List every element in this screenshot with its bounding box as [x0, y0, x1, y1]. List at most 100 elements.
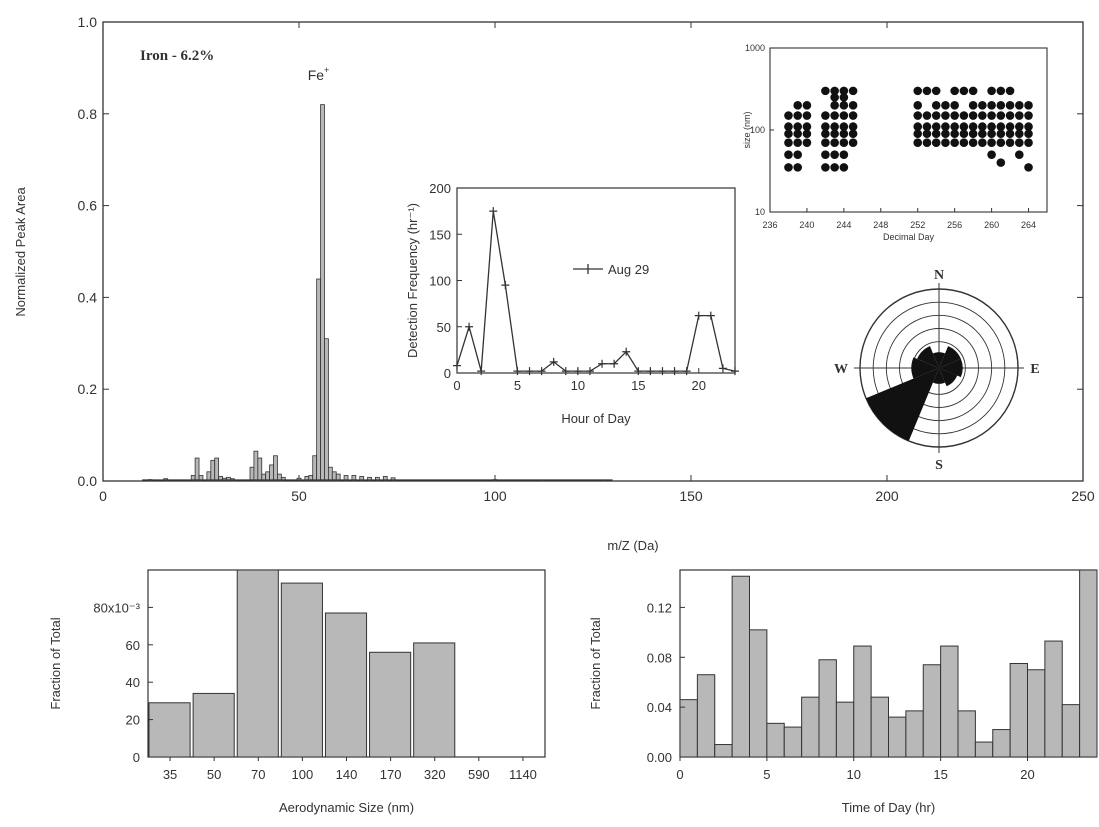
y-tick-label: 0: [444, 366, 451, 381]
rose-sector-sw: [866, 368, 939, 441]
y-tick-label: 0.12: [647, 600, 672, 615]
data-point: [573, 367, 582, 376]
fe-annotation: Fe+: [308, 65, 330, 83]
spectrum-bar: [351, 475, 357, 482]
time-of-day-chart: 0 5 10 15 20 0.00 0.04 0.08 0.12 Time of Day (hr)…: [588, 569, 1098, 815]
scatter-point: [1005, 122, 1015, 131]
x-tick-label: 200: [875, 488, 899, 504]
hour-bar: [766, 722, 785, 758]
y-axis-title: size (nm): [742, 111, 752, 148]
scatter-point: [931, 111, 941, 120]
y-axis-title: Fraction of Total: [588, 617, 603, 709]
y-tick-label: 150: [429, 227, 451, 242]
scatter-point: [830, 163, 839, 172]
y-tick-label: 40: [126, 675, 140, 690]
x-tick-label: 1140: [509, 767, 537, 782]
rose-sector-n: [932, 352, 946, 368]
hour-bar: [679, 699, 698, 758]
scatter-point: [830, 138, 839, 148]
spectrum-bar: [382, 476, 388, 482]
scatter-point: [830, 86, 839, 96]
hour-bar: [974, 741, 994, 758]
scatter-point: [913, 86, 923, 96]
y-tick-label: 100: [429, 274, 451, 289]
x-tick-label: 260: [984, 220, 999, 230]
data-point: [513, 367, 522, 376]
scatter-point: [1005, 86, 1015, 96]
scatter-point: [996, 158, 1006, 167]
scatter-point: [978, 101, 987, 110]
size-bar: [413, 642, 456, 758]
scatter-point: [784, 111, 793, 120]
hour-bar: [783, 726, 803, 758]
spectrum-bar: [198, 475, 204, 482]
x-tick-label: 248: [873, 220, 888, 230]
hour-bar: [888, 716, 907, 758]
scatter-point: [950, 86, 959, 96]
hour-bar: [1009, 663, 1028, 758]
rose-sector-w: [911, 357, 939, 379]
hour-bar: [835, 701, 855, 758]
scatter-point: [950, 122, 959, 131]
scatter-point: [987, 111, 996, 120]
data-point: [670, 367, 679, 376]
scatter-point: [978, 138, 987, 148]
y-tick-label: 0.8: [78, 106, 98, 122]
data-point: [658, 367, 667, 376]
scatter-point: [978, 122, 987, 131]
data-point: [731, 367, 739, 376]
scatter-point: [784, 150, 793, 159]
x-tick-label: 20: [692, 378, 706, 393]
scatter-point: [1024, 129, 1033, 139]
data-point: [537, 367, 546, 376]
y-tick-label: 0.4: [78, 289, 98, 305]
spectrum-bar: [367, 476, 372, 482]
y-tick-label: 20: [126, 713, 140, 728]
scatter-point: [950, 138, 959, 148]
spectrum-bar: [214, 457, 220, 482]
data-point: [718, 364, 727, 373]
data-point: [501, 281, 510, 290]
x-tick-label: 20: [1020, 767, 1034, 782]
scatter-point: [987, 150, 996, 159]
size-bar: [280, 582, 323, 758]
x-tick-label: 0: [99, 488, 107, 504]
x-tick-label: 10: [847, 767, 861, 782]
scatter-point: [950, 129, 959, 139]
spectrum-bar: [390, 477, 396, 482]
scatter-point: [830, 150, 839, 159]
scatter-point: [848, 101, 858, 110]
scatter-point: [950, 111, 959, 120]
scatter-point: [941, 129, 950, 139]
scatter-point: [839, 86, 849, 96]
rose-label-w: W: [834, 362, 848, 377]
x-tick-label: 50: [291, 488, 307, 504]
x-tick-label: 5: [763, 767, 770, 782]
data-point: [585, 367, 594, 376]
spectrum-bar: [253, 450, 259, 482]
y-tick-label: 10: [755, 207, 765, 217]
spectrum-bar: [327, 466, 333, 482]
scatter-point: [821, 111, 830, 120]
rose-sector-e: [939, 358, 963, 378]
y-tick-label: 200: [429, 181, 451, 196]
x-tick-label: 590: [468, 767, 490, 782]
scatter-point: [1024, 163, 1033, 172]
scatter-point: [802, 129, 812, 139]
scatter-point: [821, 138, 830, 148]
size-scatter-inset: 236 240 244 248 252 256 260 264 10 100 1000 Decimal…: [742, 43, 1048, 242]
x-tick-label: 15: [631, 378, 645, 393]
scatter-point: [848, 138, 858, 148]
rose-sector-se: [939, 368, 958, 387]
x-tick-label: 236: [762, 220, 777, 230]
scatter-point: [931, 101, 941, 110]
scatter-point: [968, 122, 978, 131]
hour-bar: [696, 674, 716, 758]
scatter-point: [784, 138, 793, 148]
scatter-point: [830, 101, 839, 110]
data-point: [694, 311, 703, 320]
scatter-point: [839, 138, 849, 148]
scatter-point: [987, 86, 996, 96]
chart-title: Iron - 6.2%: [140, 48, 214, 64]
